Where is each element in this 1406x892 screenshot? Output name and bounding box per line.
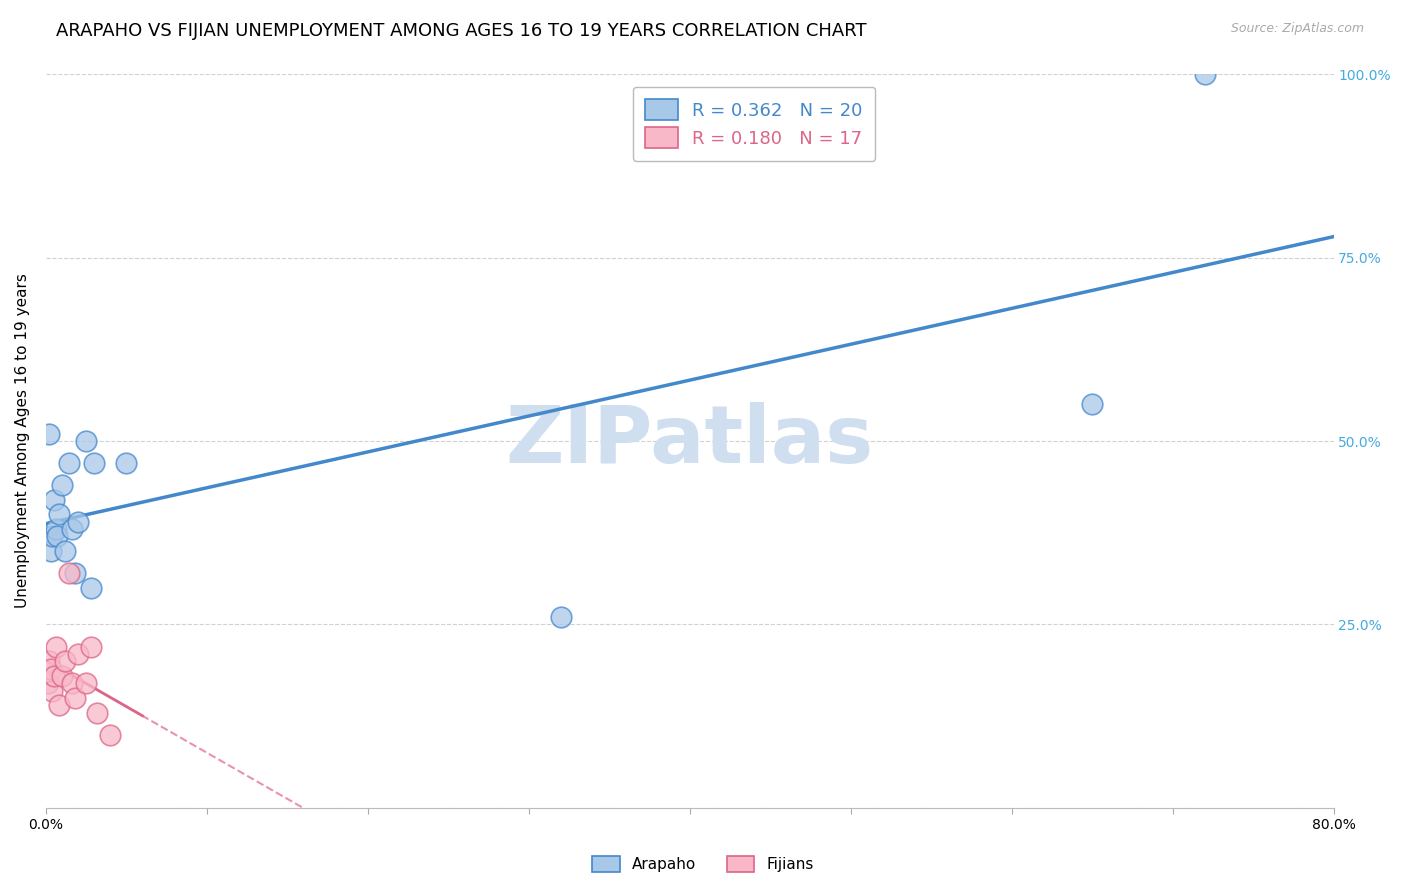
Point xyxy=(75,676,97,690)
Point xyxy=(67,515,90,529)
Point xyxy=(45,640,67,654)
Legend: Arapaho, Fijians: Arapaho, Fijians xyxy=(585,848,821,880)
Point xyxy=(63,690,86,705)
Point xyxy=(38,426,60,441)
Point xyxy=(63,566,86,581)
Legend: R = 0.362   N = 20, R = 0.180   N = 17: R = 0.362 N = 20, R = 0.180 N = 17 xyxy=(633,87,876,161)
Point xyxy=(58,566,80,581)
Point xyxy=(51,669,73,683)
Point xyxy=(83,456,105,470)
Point xyxy=(48,508,70,522)
Point xyxy=(80,640,103,654)
Point xyxy=(42,669,65,683)
Point xyxy=(60,676,83,690)
Point xyxy=(53,654,76,668)
Point xyxy=(41,529,63,543)
Point xyxy=(58,456,80,470)
Y-axis label: Unemployment Among Ages 16 to 19 years: Unemployment Among Ages 16 to 19 years xyxy=(15,274,30,608)
Point xyxy=(550,610,572,624)
Point xyxy=(41,683,63,698)
Point xyxy=(46,529,69,543)
Point xyxy=(37,676,59,690)
Point xyxy=(42,492,65,507)
Point xyxy=(53,544,76,558)
Point xyxy=(115,456,138,470)
Point xyxy=(39,544,62,558)
Point xyxy=(67,647,90,661)
Point xyxy=(45,522,67,536)
Point xyxy=(38,654,60,668)
Text: ZIPatlas: ZIPatlas xyxy=(506,402,875,480)
Point xyxy=(60,522,83,536)
Point xyxy=(39,661,62,675)
Point xyxy=(80,581,103,595)
Point xyxy=(98,728,121,742)
Text: ARAPAHO VS FIJIAN UNEMPLOYMENT AMONG AGES 16 TO 19 YEARS CORRELATION CHART: ARAPAHO VS FIJIAN UNEMPLOYMENT AMONG AGE… xyxy=(56,22,868,40)
Point xyxy=(1194,67,1216,81)
Point xyxy=(1081,397,1104,411)
Text: Source: ZipAtlas.com: Source: ZipAtlas.com xyxy=(1230,22,1364,36)
Point xyxy=(86,706,108,720)
Point xyxy=(51,478,73,492)
Point xyxy=(75,434,97,448)
Point xyxy=(48,698,70,713)
